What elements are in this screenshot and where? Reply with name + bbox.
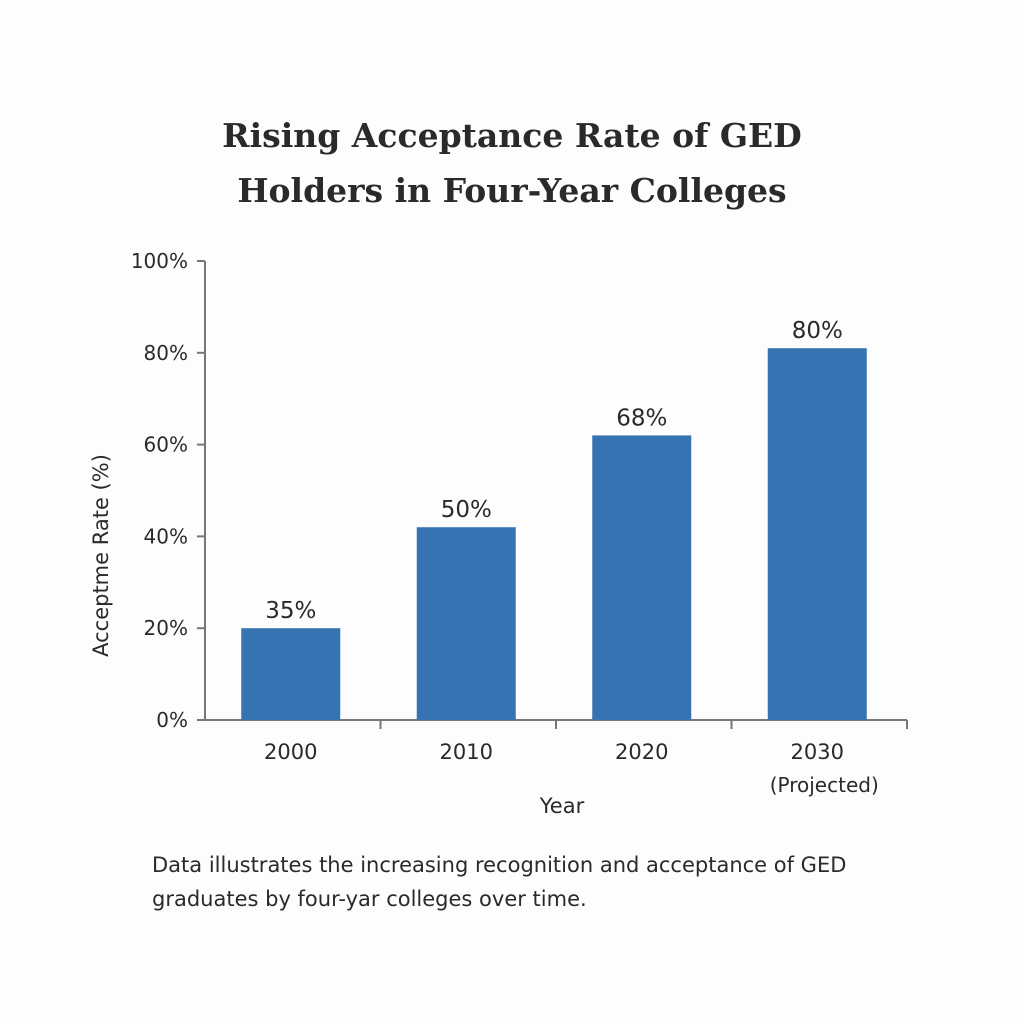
data-label: 68%	[616, 405, 667, 431]
y-tick-label: 20%	[144, 616, 188, 640]
x-tick-label: 2000	[264, 740, 317, 764]
y-tick-label: 40%	[144, 524, 188, 548]
y-tick-label: 0%	[156, 708, 188, 732]
chart-caption: Data illustrates the increasing recognit…	[152, 853, 847, 911]
data-label: 35%	[265, 598, 316, 624]
x-tick-label: 2030	[791, 740, 844, 764]
x-tick-label: 2010	[440, 740, 493, 764]
bar-2020	[592, 435, 692, 720]
x-tick-sublabel: (Projected)	[770, 773, 879, 797]
x-tick-label: 2020	[615, 740, 668, 764]
chart-title-line-1: Rising Acceptance Rate of GED	[222, 116, 802, 155]
chart-title-line-2: Holders in Four-Year Colleges	[237, 171, 787, 210]
bar-2000	[241, 628, 341, 720]
x-axis-label: Year	[539, 794, 585, 818]
bar-2030	[767, 348, 867, 720]
bar-2010	[416, 527, 516, 720]
y-tick-label: 100%	[131, 249, 188, 273]
y-tick-label: 80%	[144, 341, 188, 365]
data-label: 50%	[441, 497, 492, 523]
y-tick-label: 60%	[144, 433, 188, 457]
y-axis-label: Acceptme Rate (%)	[89, 454, 113, 657]
data-label: 80%	[792, 318, 843, 344]
chart-title: Rising Acceptance Rate of GED Holders in…	[0, 108, 1024, 218]
